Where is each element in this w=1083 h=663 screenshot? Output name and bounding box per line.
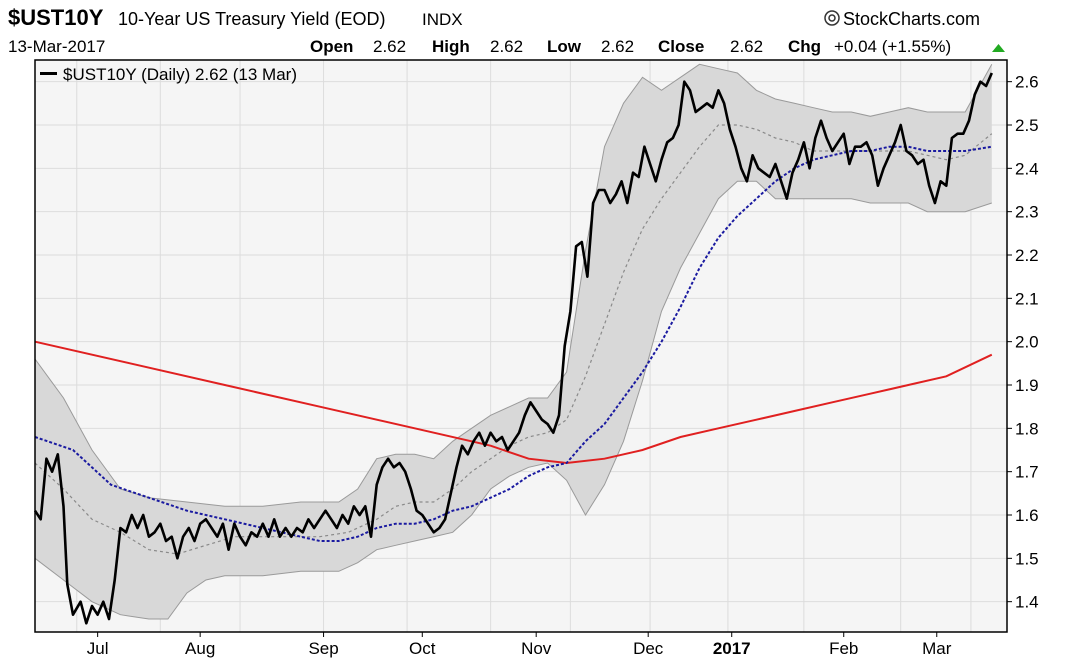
low-value: 2.62 — [601, 37, 634, 56]
high-label: High — [432, 37, 470, 56]
y-tick-label: 1.8 — [1015, 419, 1039, 438]
high-value: 2.62 — [490, 37, 523, 56]
header-title: 10-Year US Treasury Yield (EOD) — [118, 9, 385, 29]
y-tick-label: 1.5 — [1015, 549, 1039, 568]
bb-upper-line — [34, 63, 993, 507]
header-exchange: INDX — [422, 10, 463, 29]
up-arrow-icon — [992, 44, 1005, 52]
brand-logo: StockCharts.com — [824, 9, 980, 29]
bb-lower-line — [34, 180, 992, 620]
header-date: 13-Mar-2017 — [8, 37, 105, 56]
legend-label: $UST10Y (Daily) 2.62 (13 Mar) — [63, 65, 297, 84]
x-tick-label: Mar — [922, 639, 952, 658]
price-line — [33, 72, 993, 625]
legend-swatch — [40, 72, 57, 75]
x-tick-label: Oct — [409, 639, 436, 658]
y-tick-label: 1.6 — [1015, 506, 1039, 525]
y-tick-label: 1.9 — [1015, 376, 1039, 395]
close-value: 2.62 — [730, 37, 763, 56]
low-label: Low — [547, 37, 582, 56]
sma200-line — [34, 340, 993, 465]
x-tick-label: 2017 — [713, 639, 751, 658]
bb-mid-line — [34, 124, 993, 555]
close-label: Close — [658, 37, 704, 56]
bb-fill — [35, 64, 992, 620]
y-tick-label: 2.6 — [1015, 73, 1039, 92]
y-tick-label: 2.2 — [1015, 246, 1039, 265]
brand-name: StockCharts.com — [843, 9, 980, 29]
sma50-line — [34, 145, 992, 542]
x-tick-label: Jul — [87, 639, 109, 658]
copyright-icon — [824, 10, 840, 26]
header-symbol: $UST10Y — [8, 5, 104, 30]
plot-border — [34, 59, 1008, 633]
chg-label: Chg — [788, 37, 821, 56]
x-tick-label: Sep — [308, 639, 338, 658]
x-tick-label: Nov — [521, 639, 552, 658]
y-axis: 1.4 1.5 1.6 1.7 1.8 1.9 2.0 2.1 2.2 2.3 2.4 2.5 2.6 — [1007, 73, 1039, 612]
series-lines — [33, 72, 993, 625]
y-tick-label: 1.7 — [1015, 463, 1039, 482]
y-tick-label: 2.0 — [1015, 333, 1039, 352]
open-value: 2.62 — [373, 37, 406, 56]
bollinger-band — [34, 63, 993, 620]
open-label: Open — [310, 37, 353, 56]
x-tick-label: Dec — [633, 639, 664, 658]
chg-value: +0.04 (+1.55%) — [834, 37, 951, 56]
y-tick-label: 1.4 — [1015, 593, 1039, 612]
y-tick-label: 2.1 — [1015, 289, 1039, 308]
y-tick-label: 2.3 — [1015, 203, 1039, 222]
x-tick-label: Feb — [829, 639, 858, 658]
x-tick-label: Aug — [185, 639, 215, 658]
y-tick-label: 2.5 — [1015, 116, 1039, 135]
x-axis: Jul Aug Sep Oct Nov Dec 2017 Feb Mar — [87, 632, 952, 658]
y-tick-label: 2.4 — [1015, 159, 1039, 178]
